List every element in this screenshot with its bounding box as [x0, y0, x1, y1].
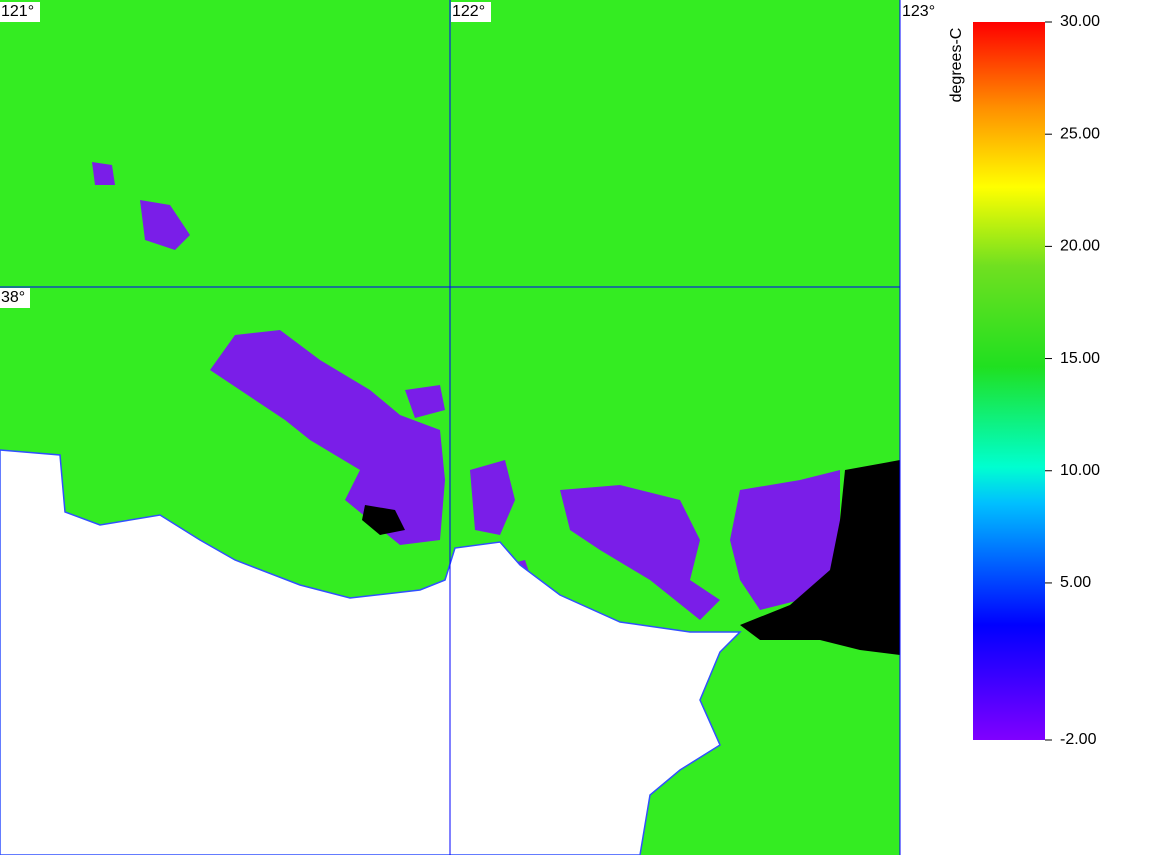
sst-map: 121° 122° 123° 38° — [0, 0, 941, 856]
cold-water — [210, 330, 445, 545]
cold-water — [405, 385, 445, 418]
colorbar-tick-label: 15.00 — [1060, 350, 1100, 367]
latitude-label: 38° — [1, 289, 25, 306]
longitude-label: 121° — [1, 3, 34, 20]
longitude-label: 122° — [452, 3, 485, 20]
label-bg — [451, 2, 491, 22]
colorbar-label: degrees-C — [948, 28, 965, 103]
colorbar: degrees-C 30.00 25.00 20.00 15.00 10.00 5.00 -… — [948, 13, 1100, 748]
label-bg — [901, 2, 941, 22]
cold-water — [140, 200, 190, 250]
colorbar-tick-label: 5.00 — [1060, 574, 1091, 591]
cold-water — [92, 162, 115, 185]
label-bg — [0, 2, 40, 22]
land — [0, 449, 742, 856]
colorbar-tick-label: 20.00 — [1060, 238, 1100, 255]
cold-water — [730, 470, 840, 610]
colorbar-tick-label: 10.00 — [1060, 462, 1100, 479]
land-ice — [740, 460, 900, 655]
cold-water — [560, 485, 720, 620]
colorbar-tick-label: -2.00 — [1060, 731, 1097, 748]
cold-water — [470, 460, 515, 535]
land-ice — [362, 505, 405, 535]
colorbar-tick-label: 30.00 — [1060, 13, 1100, 30]
longitude-label: 123° — [902, 3, 935, 20]
colorbar-scale — [973, 22, 1045, 740]
label-bg — [0, 288, 30, 308]
colorbar-tick-label: 25.00 — [1060, 125, 1100, 142]
